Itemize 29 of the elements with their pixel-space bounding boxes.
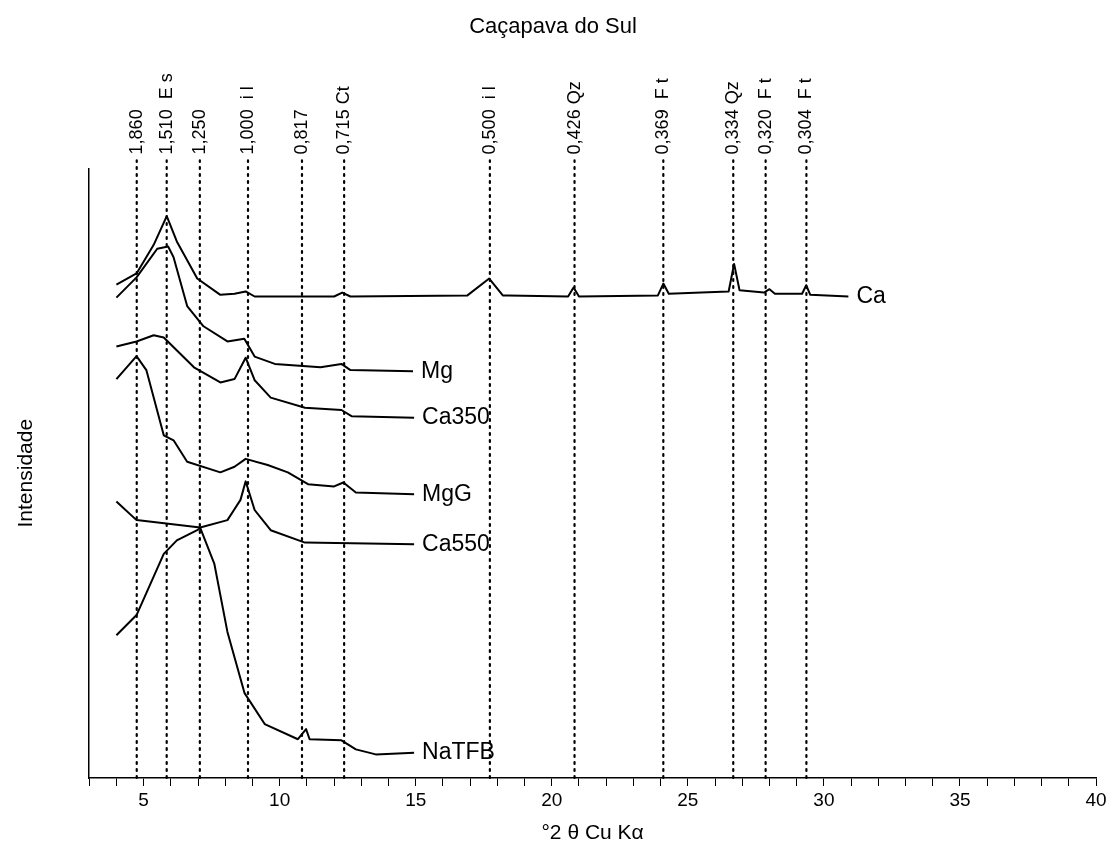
text: 1,860: [125, 109, 146, 155]
text: 0,426 Qz: [563, 81, 584, 155]
x-tick-label: 25: [677, 788, 699, 810]
text: 1,250: [188, 109, 209, 155]
series-label: Ca350: [422, 403, 490, 430]
x-axis-title: °2 θ Cu Kα: [541, 820, 644, 844]
text: 1,510 E s: [155, 73, 176, 155]
x-tick-label: 10: [269, 788, 291, 810]
text: 0,304 F t: [795, 78, 816, 155]
y-axis-title: Intensidade: [13, 418, 37, 528]
x-tick-label: 20: [541, 788, 563, 810]
series-label: Ca: [856, 281, 886, 308]
chart-title: Caçapava do Sul: [469, 13, 637, 39]
text: 0,500 i l: [478, 86, 499, 155]
series-label: MgG: [422, 479, 472, 506]
series-label: NaTFB: [422, 738, 495, 765]
text: 0,320 F t: [754, 78, 775, 155]
x-tick-label: 30: [813, 788, 835, 810]
text: 0,817: [290, 109, 311, 155]
series-label: Mg: [421, 356, 453, 383]
text: 1,000 i l: [236, 86, 257, 155]
x-tick-label: 40: [1085, 788, 1107, 810]
text: 0,334 Qz: [722, 81, 743, 155]
x-tick-label: 35: [949, 788, 971, 810]
x-tick-label: 15: [405, 788, 427, 810]
text: 0,715 Ct: [333, 86, 354, 155]
text: 0,369 F t: [652, 78, 673, 155]
series-label: Ca550: [422, 529, 490, 556]
x-tick-label: 5: [138, 788, 149, 810]
